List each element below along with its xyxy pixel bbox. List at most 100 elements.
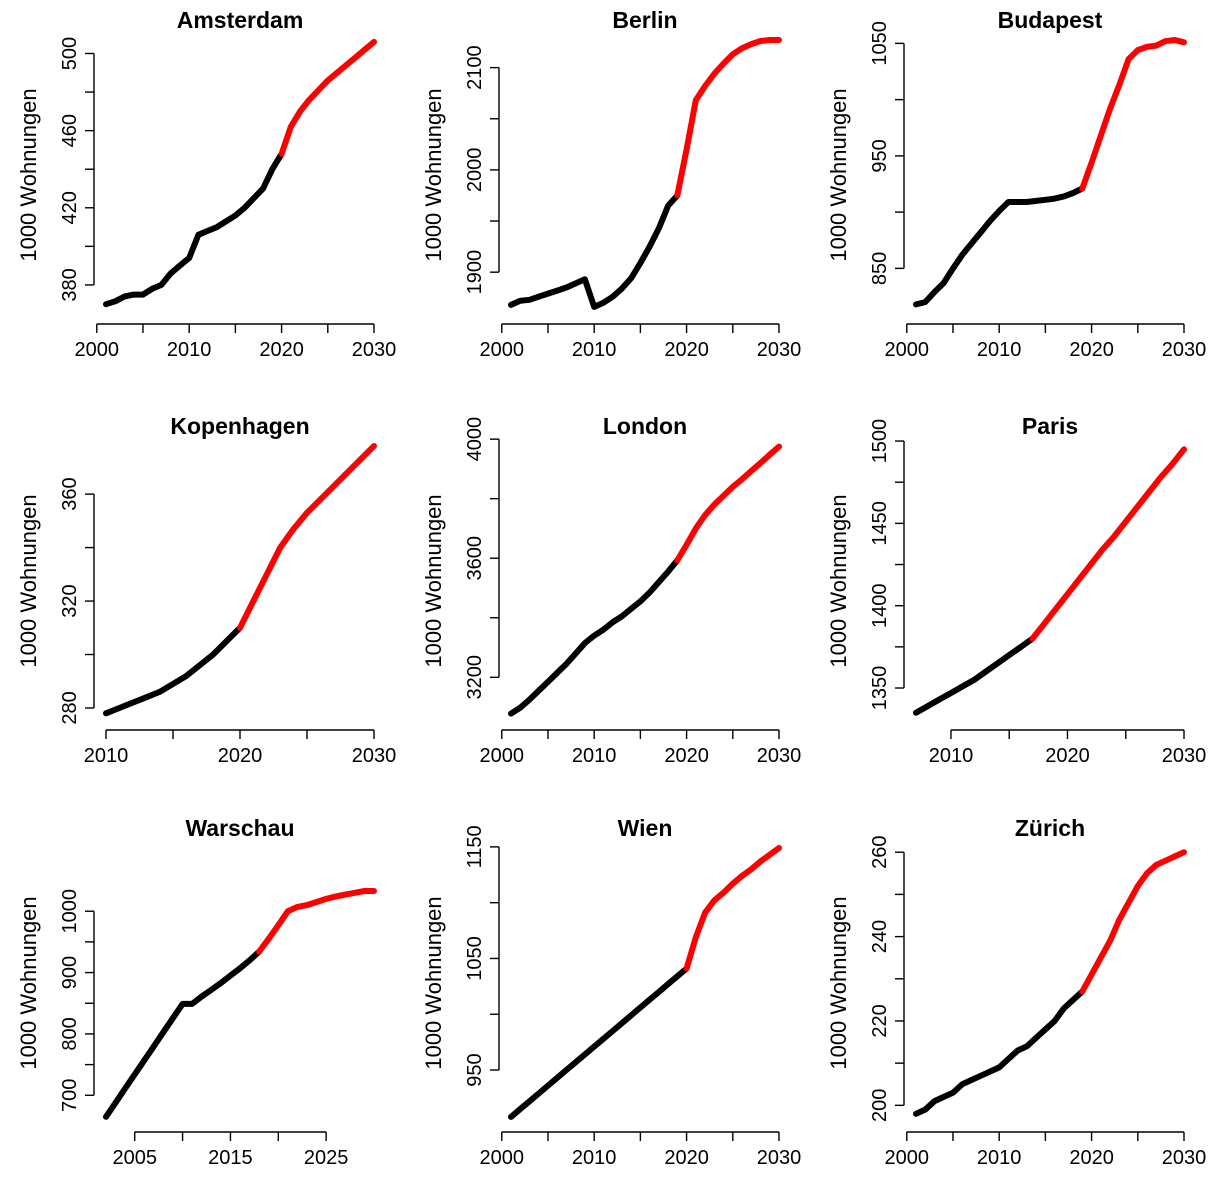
x-tick-label: 2030 [757,1147,802,1169]
x-tick-label: 2000 [480,745,525,767]
panel-title: Amsterdam [177,7,304,33]
series-projection-line [674,443,782,564]
panel-title: Wien [618,815,673,841]
y-axis-label: 1000 Wohnungen [16,494,41,667]
series-observed-line [508,965,690,1120]
x-tick-label: 2020 [218,745,263,767]
y-tick-label: 2000 [464,148,486,193]
series-projection-line [256,888,377,955]
y-tick-label: 1900 [464,250,486,295]
y-tick-label: 380 [59,268,81,301]
series-observed-line [103,948,263,1120]
y-tick-label: 3200 [464,655,486,700]
y-tick-label: 1050 [464,936,486,981]
y-tick-label: 1400 [869,583,891,628]
x-tick-label: 2020 [1045,745,1090,767]
x-tick-label: 2030 [352,339,397,361]
x-tick-label: 2010 [929,745,974,767]
panel-2: Budapest 1000 Wohnungen 2000 2010 2020 2030 85… [826,7,1206,361]
x-tick-label: 2020 [1069,339,1114,361]
y-axis-label: 1000 Wohnungen [826,896,851,1069]
y-tick-label: 950 [464,1053,486,1086]
y-tick-label: 950 [869,139,891,172]
y-tick-label: 850 [869,252,891,285]
panel-8: Zürich 1000 Wohnungen 2000 2010 2020 2030 200 2… [826,815,1206,1169]
x-tick-label: 2010 [84,745,129,767]
x-tick-label: 2010 [572,745,617,767]
series-projection-line [278,38,377,157]
y-tick-label: 1450 [869,501,891,546]
x-tick-label: 2000 [885,339,930,361]
x-tick-label: 2010 [572,339,617,361]
series-observed-line [103,624,243,717]
x-tick-label: 2010 [977,1147,1022,1169]
y-tick-label: 1050 [869,21,891,66]
panel-1: Berlin 1000 Wohnungen 2000 2010 2020 2030 1900… [421,7,801,361]
series-projection-line [1029,446,1187,642]
series-observed-line [103,150,285,308]
x-tick-label: 2015 [208,1147,253,1169]
panel-title: Berlin [612,7,677,33]
y-tick-label: 200 [869,1089,891,1122]
x-tick-label: 2020 [664,745,709,767]
y-tick-label: 500 [59,37,81,70]
y-tick-label: 460 [59,114,81,147]
x-tick-label: 2000 [75,339,120,361]
x-tick-label: 2030 [1162,1147,1207,1169]
x-tick-label: 2000 [480,339,525,361]
panel-title: Zürich [1015,815,1085,841]
y-tick-label: 240 [869,920,891,953]
panel-title: Warschau [185,815,294,841]
y-tick-label: 220 [869,1004,891,1037]
y-tick-label: 3600 [464,536,486,581]
x-tick-label: 2030 [757,745,802,767]
y-axis-label: 1000 Wohnungen [826,494,851,667]
y-axis-label: 1000 Wohnungen [421,494,446,667]
x-tick-label: 2010 [572,1147,617,1169]
panel-0: Amsterdam 1000 Wohnungen 2000 2010 2020 2030 3… [16,7,396,361]
x-tick-label: 2030 [352,745,397,767]
x-tick-label: 2030 [757,339,802,361]
y-tick-label: 1350 [869,666,891,711]
y-tick-label: 280 [59,691,81,724]
series-projection-line [237,443,377,631]
x-tick-label: 2020 [664,1147,709,1169]
x-tick-label: 2020 [259,339,304,361]
series-observed-line [913,185,1086,308]
y-tick-label: 900 [59,956,81,989]
x-tick-label: 2005 [112,1147,157,1169]
y-tick-label: 360 [59,477,81,510]
x-tick-label: 2020 [1069,1147,1114,1169]
y-tick-label: 2100 [464,45,486,90]
x-tick-label: 2030 [1162,745,1207,767]
series-observed-line [913,988,1086,1117]
y-axis-label: 1000 Wohnungen [16,88,41,261]
y-axis-label: 1000 Wohnungen [826,88,851,261]
x-tick-label: 2000 [885,1147,930,1169]
series-observed-line [913,635,1036,716]
panel-7: Wien 1000 Wohnungen 2000 2010 2020 2030 950 105… [421,815,801,1169]
y-tick-label: 260 [869,836,891,869]
panel-3: Kopenhagen 1000 Wohnungen 2010 2020 2030 280 3… [16,413,396,767]
series-observed-line [508,192,681,310]
y-tick-label: 320 [59,584,81,617]
series-projection-line [683,845,782,972]
panel-title: Budapest [998,7,1103,33]
x-tick-label: 2020 [664,339,709,361]
x-tick-label: 2030 [1162,339,1207,361]
x-tick-label: 2025 [304,1147,349,1169]
y-tick-label: 1150 [464,825,486,868]
series-projection-line [1079,37,1187,192]
x-tick-label: 2010 [167,339,212,361]
y-tick-label: 1500 [869,419,891,464]
panel-4: London 1000 Wohnungen 2000 2010 2020 2030 3200… [421,413,801,767]
panel-6: Warschau 1000 Wohnungen 2005 2015 2025 700 800… [16,815,377,1169]
series-projection-line [674,37,782,199]
panel-title: London [603,413,687,439]
panel-title: Paris [1022,413,1078,439]
y-tick-label: 420 [59,191,81,224]
y-axis-label: 1000 Wohnungen [421,896,446,1069]
y-axis-label: 1000 Wohnungen [421,88,446,261]
y-tick-label: 800 [59,1017,81,1050]
